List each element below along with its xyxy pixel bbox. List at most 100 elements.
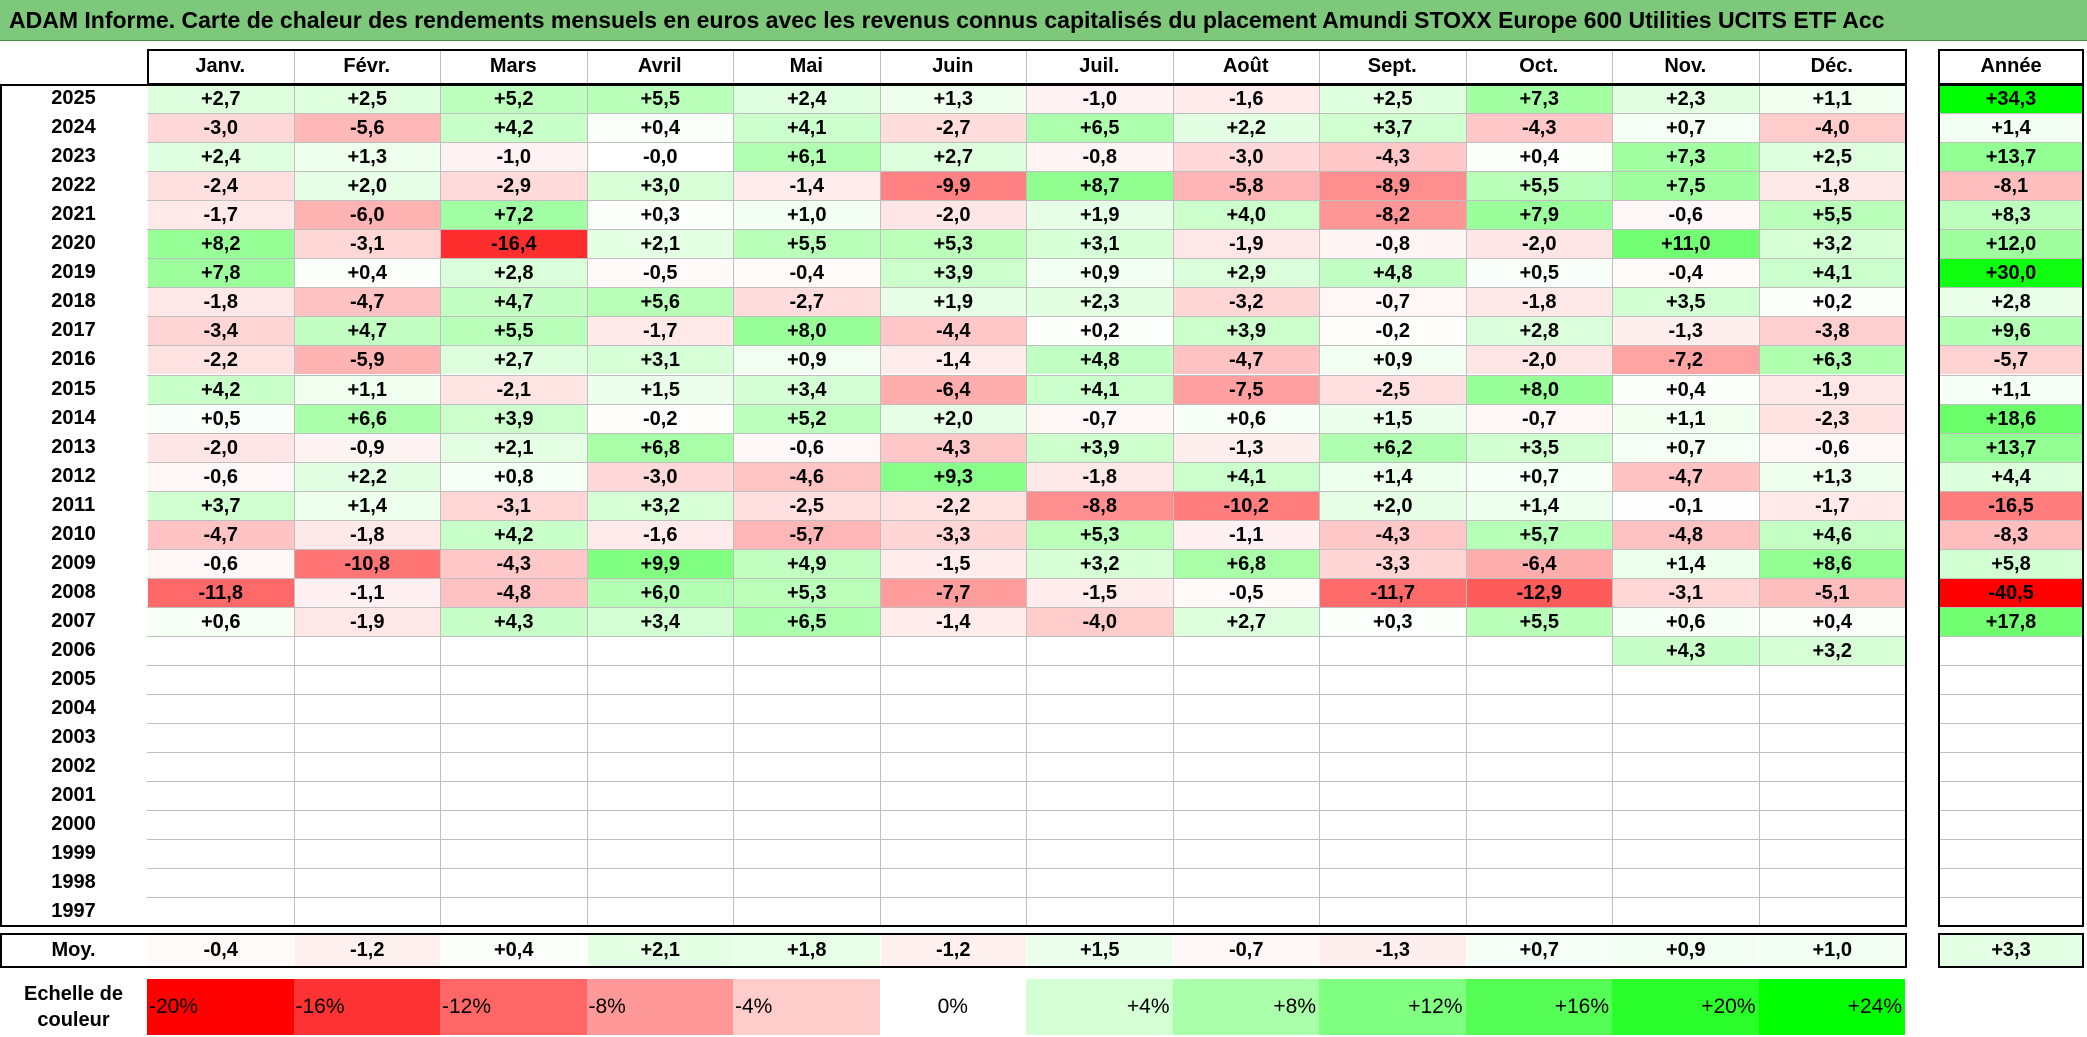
- average-cell: +0,4: [441, 934, 587, 967]
- heatmap-cell: [1466, 695, 1612, 724]
- heatmap-cell: -2,7: [734, 288, 880, 317]
- heatmap-cell: [587, 782, 733, 811]
- heatmap-cell: [587, 724, 733, 753]
- heatmap-cell: -0,6: [148, 549, 294, 578]
- heatmap-cell: +1,4: [1320, 462, 1466, 491]
- grid-line: [1938, 374, 2084, 376]
- scale-step: +20%: [1612, 979, 1759, 1035]
- heatmap-cell: -0,7: [1320, 288, 1466, 317]
- heatmap-cell: +2,0: [880, 404, 1026, 433]
- year-label: 2002: [51, 755, 96, 778]
- scale-step: +8%: [1172, 979, 1319, 1035]
- average-label: Moy.: [51, 939, 96, 961]
- heatmap-cell: +4,0: [1173, 201, 1319, 230]
- year-label: 2016: [51, 348, 96, 371]
- annual-cell: +13,7: [1939, 143, 2083, 172]
- heatmap-cell: [441, 811, 587, 840]
- heatmap-cell: [1759, 782, 1905, 811]
- heatmap-cell: [294, 811, 440, 840]
- scale-step: 0%: [879, 979, 1026, 1035]
- annual-cell: +13,7: [1939, 433, 2083, 462]
- heatmap-cell: [1759, 869, 1905, 898]
- heatmap-cell: +3,9: [1173, 317, 1319, 346]
- grid-line: [879, 49, 881, 927]
- heatmap-cell: +5,5: [1466, 172, 1612, 201]
- annual-cell: -16,5: [1939, 491, 2083, 520]
- heatmap-cell: -4,3: [1466, 114, 1612, 143]
- heatmap-cell: -2,2: [880, 491, 1026, 520]
- heatmap-cell: [294, 666, 440, 695]
- grid-line: [1938, 490, 2084, 492]
- heatmap-cell: +1,9: [1027, 201, 1173, 230]
- annual-cell: +8,3: [1939, 201, 2083, 230]
- annual-cell: +5,8: [1939, 549, 2083, 578]
- heatmap-cell: +6,0: [587, 578, 733, 607]
- heatmap-cell: +3,2: [1759, 636, 1905, 665]
- heatmap-cell: +0,4: [1466, 143, 1612, 172]
- heatmap-cell: -1,1: [294, 578, 440, 607]
- heatmap-cell: [1173, 666, 1319, 695]
- heatmap-cell: +3,7: [148, 491, 294, 520]
- month-header: Déc.: [1810, 55, 1853, 77]
- heatmap-cell: [441, 695, 587, 724]
- heatmap-cell: [1027, 869, 1173, 898]
- heatmap-cell: +2,3: [1613, 85, 1759, 114]
- heatmap-cell: [1173, 840, 1319, 869]
- heatmap-cell: -8,2: [1320, 201, 1466, 230]
- heatmap-cell: [587, 695, 733, 724]
- heatmap-cell: -7,7: [880, 578, 1026, 607]
- heatmap-cell: +9,9: [587, 549, 733, 578]
- annual-cell: -5,7: [1939, 346, 2083, 375]
- heatmap-cell: +3,5: [1466, 433, 1612, 462]
- heatmap-cell: +3,7: [1320, 114, 1466, 143]
- grid-line: [1938, 723, 2084, 725]
- heatmap-cell: +1,3: [294, 143, 440, 172]
- heatmap-cell: [441, 753, 587, 782]
- heatmap-cell: +7,8: [148, 259, 294, 288]
- heatmap-cell: [1466, 636, 1612, 665]
- heatmap-cell: +4,7: [294, 317, 440, 346]
- heatmap-cell: +8,6: [1759, 549, 1905, 578]
- heatmap-cell: [148, 811, 294, 840]
- annual-cell: -40,5: [1939, 578, 2083, 607]
- heatmap-cell: +6,1: [734, 143, 880, 172]
- heatmap-cell: [880, 811, 1026, 840]
- heatmap-cell: -3,0: [587, 462, 733, 491]
- heatmap-cell: -1,4: [880, 346, 1026, 375]
- heatmap-cell: [1173, 898, 1319, 927]
- heatmap-cell: +0,9: [734, 346, 880, 375]
- heatmap-cell: [1466, 666, 1612, 695]
- heatmap-cell: -1,7: [587, 317, 733, 346]
- chart-title: ADAM Informe. Carte de chaleur des rende…: [0, 0, 2087, 41]
- heatmap-cell: [1466, 724, 1612, 753]
- heatmap-cell: +6,8: [587, 433, 733, 462]
- heatmap-cell: [294, 869, 440, 898]
- heatmap-cell: -7,5: [1173, 375, 1319, 404]
- heatmap-cell: -6,0: [294, 201, 440, 230]
- heatmap-cell: -3,1: [441, 491, 587, 520]
- heatmap-cell: [880, 724, 1026, 753]
- heatmap-cell: +1,5: [1320, 404, 1466, 433]
- heatmap-cell: +5,5: [1759, 201, 1905, 230]
- heatmap-cell: -0,6: [1613, 201, 1759, 230]
- scale-label-line1: Echelle de: [24, 983, 123, 1005]
- heatmap-cell: +3,2: [1027, 549, 1173, 578]
- heatmap-cell: [734, 636, 880, 665]
- grid-line: [1938, 432, 2084, 434]
- heatmap-cell: -3,4: [148, 317, 294, 346]
- annual-cell: [1939, 898, 2083, 927]
- year-label: 2001: [51, 784, 96, 807]
- heatmap-cell: [148, 724, 294, 753]
- month-header: Juil.: [1079, 55, 1120, 77]
- heatmap-cell: +0,4: [294, 259, 440, 288]
- heatmap-cell: [1613, 811, 1759, 840]
- grid-line: [1938, 606, 2084, 608]
- grid-line: [1938, 142, 2084, 144]
- heatmap-cell: +0,6: [1613, 607, 1759, 636]
- heatmap-cell: [148, 898, 294, 927]
- heatmap-cell: +0,5: [1466, 259, 1612, 288]
- grid-line: [1938, 403, 2084, 405]
- average-cell: +0,7: [1466, 934, 1612, 967]
- grid-line: [293, 49, 295, 927]
- heatmap-cell: -1,5: [1027, 578, 1173, 607]
